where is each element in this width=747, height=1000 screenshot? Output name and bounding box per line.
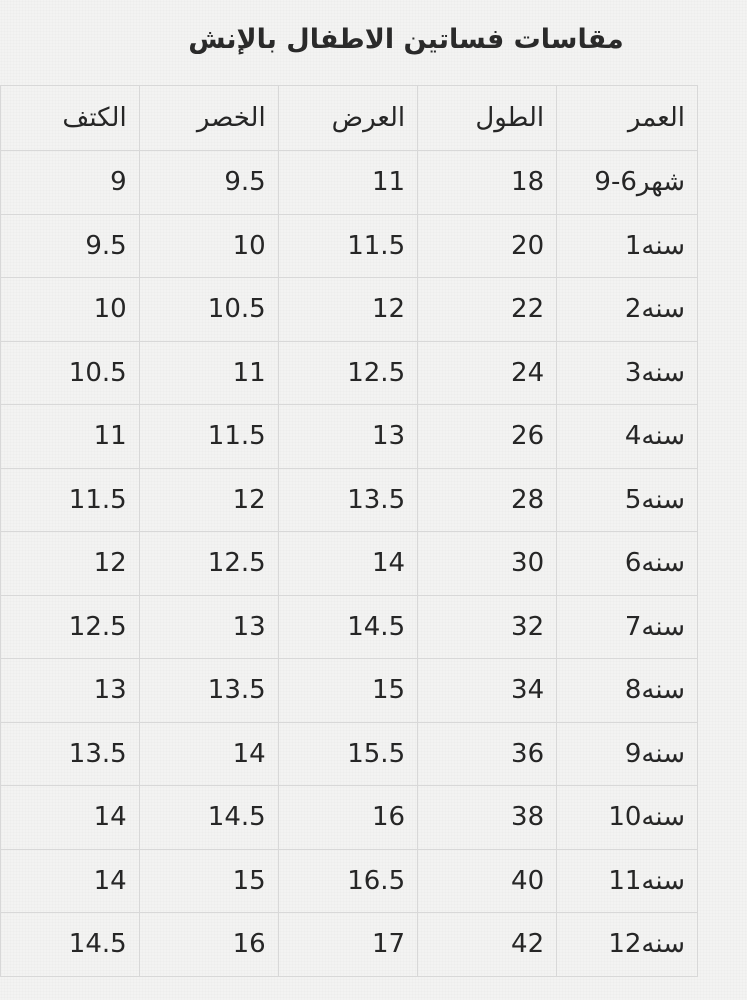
cell-shoulder: 10	[0, 277, 140, 342]
cell-length: 18	[417, 150, 558, 215]
column-header-width: العرض	[277, 85, 419, 151]
cell-shoulder: 9.5	[0, 213, 140, 278]
cell-width: 16	[277, 785, 419, 850]
cell-width: 12.5	[277, 340, 419, 405]
cell-length: 24	[417, 340, 558, 405]
cell-age: 4سنه	[556, 404, 698, 469]
cell-age: 7سنه	[556, 594, 698, 659]
cell-waist: 9.5	[138, 150, 279, 215]
column-header-length: الطول	[417, 85, 558, 151]
cell-age: 1سنه	[556, 213, 698, 278]
cell-waist: 10	[138, 213, 279, 278]
cell-age: 11سنه	[556, 848, 698, 913]
cell-shoulder: 14.5	[0, 912, 140, 977]
cell-age: 9-6شهر	[556, 150, 698, 215]
cell-length: 20	[417, 213, 558, 278]
cell-length: 36	[417, 721, 558, 786]
cell-shoulder: 11	[0, 404, 140, 469]
cell-width: 14	[277, 531, 419, 596]
cell-waist: 12	[138, 467, 279, 532]
cell-width: 11	[277, 150, 419, 215]
column-header-shoulder: الكتف	[0, 85, 140, 151]
cell-length: 22	[417, 277, 558, 342]
cell-age: 3سنه	[556, 340, 698, 405]
cell-shoulder: 14	[0, 848, 140, 913]
cell-width: 17	[277, 912, 419, 977]
cell-waist: 16	[138, 912, 279, 977]
cell-length: 30	[417, 531, 558, 596]
cell-shoulder: 14	[0, 785, 140, 850]
cell-width: 15	[277, 658, 419, 723]
table-row: 7سنه 32 14.5 13 12.5	[0, 594, 698, 659]
cell-shoulder: 10.5	[0, 340, 140, 405]
cell-width: 13.5	[277, 467, 419, 532]
column-header-age: العمر	[556, 85, 698, 151]
cell-age: 8سنه	[556, 658, 698, 723]
table-row: 2سنه 22 12 10.5 10	[0, 277, 698, 342]
cell-age: 10سنه	[556, 785, 698, 850]
cell-age: 6سنه	[556, 531, 698, 596]
table-row: 6سنه 30 14 12.5 12	[0, 531, 698, 596]
cell-width: 16.5	[277, 848, 419, 913]
table-row: 10سنه 38 16 14.5 14	[0, 785, 698, 850]
cell-shoulder: 12.5	[0, 594, 140, 659]
cell-waist: 13.5	[138, 658, 279, 723]
cell-width: 12	[277, 277, 419, 342]
cell-age: 2سنه	[556, 277, 698, 342]
table-row: 12سنه 42 17 16 14.5	[0, 912, 698, 977]
cell-age: 12سنه	[556, 912, 698, 977]
cell-waist: 12.5	[138, 531, 279, 596]
size-table: العمر الطول العرض الخصر الكتف 9-6شهر 18 11 9.5 9…	[0, 85, 698, 977]
cell-width: 11.5	[277, 213, 419, 278]
cell-shoulder: 13	[0, 658, 140, 723]
cell-shoulder: 9	[0, 150, 140, 215]
cell-width: 14.5	[277, 594, 419, 659]
table-row: 8سنه 34 15 13.5 13	[0, 658, 698, 723]
cell-waist: 10.5	[138, 277, 279, 342]
page-title: مقاسات فساتين الاطفال بالإنش	[188, 24, 624, 55]
cell-age: 5سنه	[556, 467, 698, 532]
table-row: 5سنه 28 13.5 12 11.5	[0, 467, 698, 532]
table-row: 1سنه 20 11.5 10 9.5	[0, 213, 698, 278]
cell-length: 40	[417, 848, 558, 913]
cell-shoulder: 12	[0, 531, 140, 596]
cell-waist: 13	[138, 594, 279, 659]
cell-shoulder: 13.5	[0, 721, 140, 786]
cell-length: 34	[417, 658, 558, 723]
table-row: 11سنه 40 16.5 15 14	[0, 848, 698, 913]
cell-waist: 14	[138, 721, 279, 786]
table-row: 9-6شهر 18 11 9.5 9	[0, 150, 698, 215]
cell-length: 28	[417, 467, 558, 532]
header-row: العمر الطول العرض الخصر الكتف	[0, 85, 698, 151]
cell-length: 42	[417, 912, 558, 977]
table-row: 4سنه 26 13 11.5 11	[0, 404, 698, 469]
cell-length: 26	[417, 404, 558, 469]
column-header-waist: الخصر	[138, 85, 279, 151]
cell-waist: 11.5	[138, 404, 279, 469]
cell-waist: 11	[138, 340, 279, 405]
cell-age: 9سنه	[556, 721, 698, 786]
cell-width: 15.5	[277, 721, 419, 786]
cell-length: 38	[417, 785, 558, 850]
table-row: 9سنه 36 15.5 14 13.5	[0, 721, 698, 786]
cell-length: 32	[417, 594, 558, 659]
cell-waist: 15	[138, 848, 279, 913]
table-row: 3سنه 24 12.5 11 10.5	[0, 340, 698, 405]
cell-width: 13	[277, 404, 419, 469]
cell-waist: 14.5	[138, 785, 279, 850]
cell-shoulder: 11.5	[0, 467, 140, 532]
